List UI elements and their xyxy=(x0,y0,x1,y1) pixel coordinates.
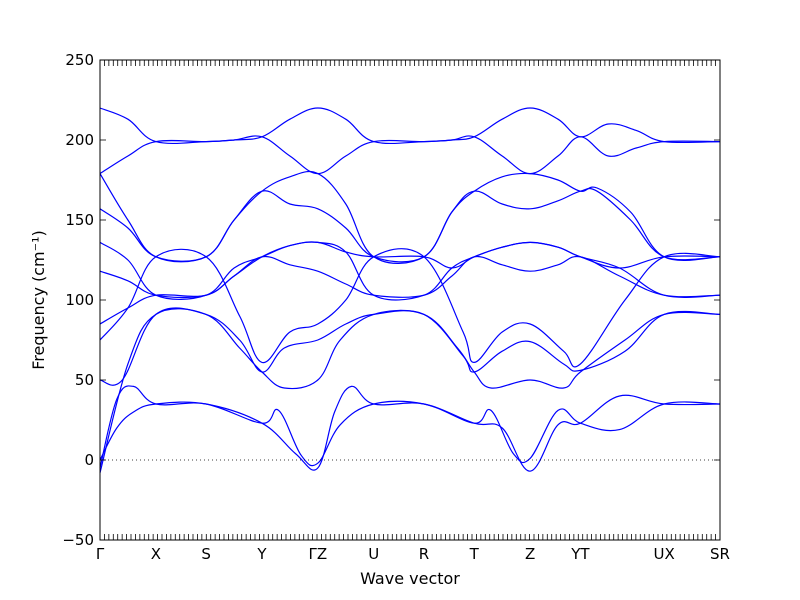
y-tick-label: 0 xyxy=(84,451,94,469)
band-line-11 xyxy=(99,135,721,175)
x-tick-label: ΓZ xyxy=(309,545,328,563)
band-lines xyxy=(99,107,721,473)
band-line-10 xyxy=(99,170,721,264)
x-tick-label: Y xyxy=(256,545,267,563)
x-tick-label: U xyxy=(368,545,379,563)
x-tick-label: UX xyxy=(654,545,675,563)
y-tick-label: 200 xyxy=(65,131,94,149)
band-line-8 xyxy=(99,241,721,301)
plot-frame xyxy=(99,59,721,541)
y-tick-label: 100 xyxy=(65,291,94,309)
x-tick-label: SR xyxy=(710,545,730,563)
x-axis-label: Wave vector xyxy=(360,569,460,588)
y-axis-label: Frequency (cm⁻¹) xyxy=(29,230,48,369)
x-axis-ticks: Γ X S Y ΓZ U R T Z YT UX SR xyxy=(96,60,730,563)
y-tick-label: −50 xyxy=(62,531,94,549)
y-tick-label: 150 xyxy=(65,211,94,229)
band-line-3 xyxy=(99,308,721,473)
x-tick-label: R xyxy=(419,545,429,563)
y-axis-ticks: −50 0 50 100 150 200 250 xyxy=(62,51,720,549)
y-tick-label: 50 xyxy=(75,371,94,389)
x-tick-label: Γ xyxy=(96,545,105,563)
band-line-5 xyxy=(99,248,721,368)
band-line-2 xyxy=(99,400,721,467)
x-tick-label: X xyxy=(151,545,161,563)
x-tick-label: S xyxy=(201,545,211,563)
band-line-12 xyxy=(99,107,721,145)
x-tick-label: T xyxy=(469,545,480,563)
x-tick-label: YT xyxy=(570,545,590,563)
band-line-4 xyxy=(99,307,721,386)
band-line-1 xyxy=(99,385,721,472)
x-tick-label: Z xyxy=(525,545,535,563)
y-tick-label: 250 xyxy=(65,51,94,69)
